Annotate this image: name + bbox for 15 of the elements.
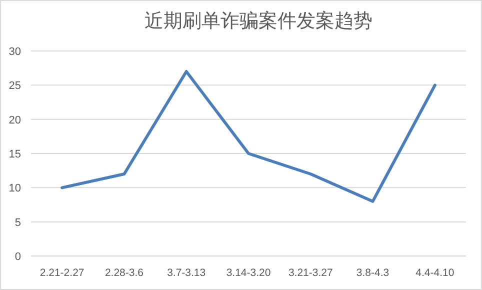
x-tick-label: 3.8-4.3: [356, 267, 390, 279]
y-tick-label: 10: [8, 182, 21, 195]
y-tick-label: 30: [8, 46, 21, 58]
x-tick-label: 3.7-3.13: [167, 267, 206, 279]
y-tick-label: 5: [14, 216, 21, 229]
x-tick-label: 3.21-3.27: [288, 267, 333, 279]
y-tick-label: 15: [8, 148, 21, 160]
y-tick-label: 20: [8, 114, 21, 126]
x-tick-label: 2.28-3.6: [104, 267, 144, 279]
y-tick-label: 0: [14, 251, 21, 263]
x-tick-label: 2.21-2.27: [40, 267, 84, 279]
x-tick-label: 3.14-3.20: [226, 267, 271, 279]
y-tick-label: 25: [8, 80, 21, 92]
x-tick-label: 4.4-4.10: [416, 267, 454, 279]
title: 近期刷单诈骗案件发案趋势: [144, 11, 372, 32]
